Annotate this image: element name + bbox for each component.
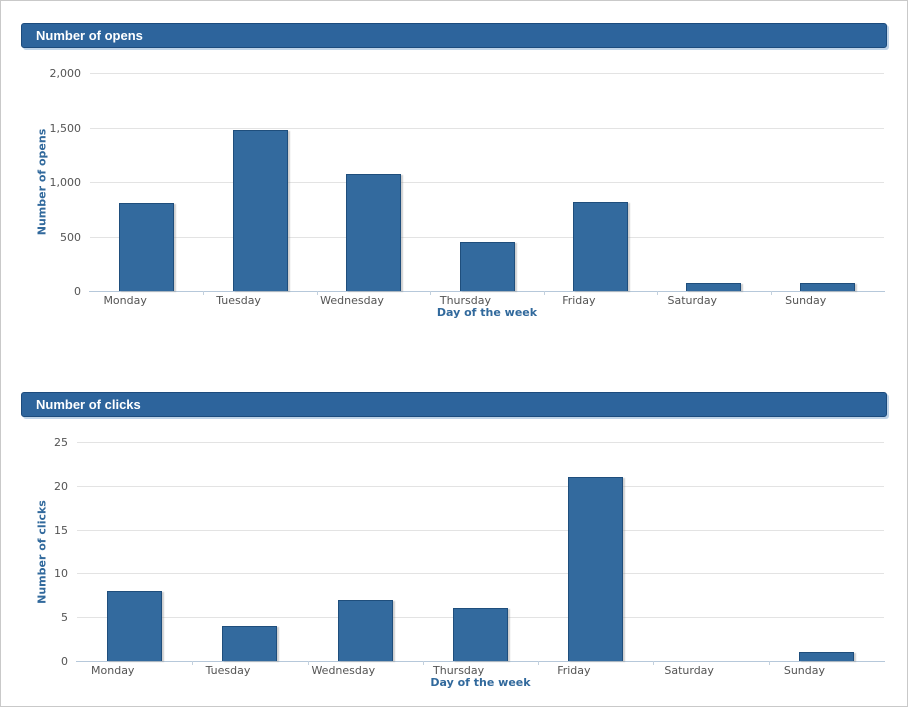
- y-tick-label: 1,500: [49, 121, 82, 135]
- y-tick-label: 20: [54, 479, 68, 493]
- x-axis-tick: [192, 661, 194, 665]
- x-tick-label: Friday: [557, 664, 591, 677]
- bar[interactable]: [337, 599, 393, 661]
- gridline: [90, 236, 884, 238]
- x-axis-tick: [316, 291, 318, 295]
- x-tick-label: Thursday: [433, 664, 485, 677]
- y-axis-title: Number of clicks: [35, 499, 49, 604]
- x-axis-tick: [657, 291, 659, 295]
- opens-panel: Number of opens 0 500 1,000 1,500 2,000 Monda…: [21, 23, 889, 320]
- bar[interactable]: [453, 608, 508, 661]
- x-axis-tick: [307, 661, 309, 665]
- x-axis-tick: [653, 661, 655, 665]
- y-tick-label: 2,000: [49, 67, 82, 80]
- gridline: [77, 442, 884, 443]
- x-axis-title: Day of the week: [430, 676, 531, 689]
- x-tick-label: Friday: [562, 294, 596, 307]
- bar[interactable]: [107, 590, 163, 661]
- clicks-bar-chart: 0 5 10 15 20 25 Monday Tuesday Wednesday Thursday…: [21, 417, 889, 689]
- opens-panel-title: Number of opens: [36, 28, 143, 43]
- bar[interactable]: [232, 129, 288, 291]
- y-tick-label: 25: [54, 436, 68, 449]
- x-axis-line: [89, 291, 885, 292]
- x-axis-tick: [538, 661, 540, 665]
- x-axis-tick: [203, 291, 205, 295]
- gridline: [90, 182, 884, 183]
- y-tick-label: 10: [54, 567, 68, 581]
- x-tick-label: Sunday: [785, 294, 827, 307]
- y-tick-label: 5: [61, 611, 68, 625]
- bar[interactable]: [346, 174, 402, 291]
- x-tick-label: Wednesday: [320, 294, 384, 307]
- gridline: [77, 485, 884, 487]
- x-tick-label: Sunday: [783, 664, 826, 677]
- y-tick-label: 0: [61, 655, 68, 668]
- gridline: [90, 127, 884, 129]
- gridline: [77, 573, 884, 575]
- y-tick-label: 500: [60, 230, 81, 244]
- opens-bar-chart: 0 500 1,000 1,500 2,000 Monday Tuesday Wednesda…: [21, 48, 889, 320]
- x-axis-tick: [430, 291, 432, 295]
- clicks-panel-header: Number of clicks: [21, 392, 887, 417]
- x-axis-tick: [543, 291, 545, 295]
- x-tick-label: Tuesday: [216, 294, 261, 307]
- x-tick-label: Thursday: [439, 294, 492, 307]
- y-axis-title: Number of opens: [35, 128, 49, 236]
- y-tick-label: 15: [54, 523, 68, 537]
- bar[interactable]: [568, 477, 624, 661]
- x-axis-title: Day of the week: [436, 306, 538, 319]
- x-tick-label: Wednesday: [311, 664, 376, 677]
- x-axis-line: [76, 661, 885, 662]
- bar[interactable]: [459, 242, 515, 291]
- x-tick-label: Saturday: [667, 294, 718, 307]
- opens-panel-header: Number of opens: [21, 23, 887, 48]
- gridline: [77, 529, 884, 531]
- x-axis-tick: [422, 661, 424, 665]
- clicks-panel: Number of clicks 0 5 10 15 20 25 Monday Tuesday…: [21, 392, 889, 689]
- x-tick-label: Tuesday: [205, 664, 251, 677]
- bar[interactable]: [119, 202, 175, 291]
- bar[interactable]: [686, 282, 742, 291]
- y-tick-label: 0: [74, 285, 81, 298]
- bar[interactable]: [572, 201, 628, 291]
- x-tick-label: Monday: [91, 664, 135, 677]
- bar[interactable]: [799, 282, 855, 291]
- x-tick-label: Saturday: [664, 664, 714, 677]
- clicks-panel-title: Number of clicks: [36, 397, 141, 412]
- bar[interactable]: [798, 652, 854, 661]
- x-axis-tick: [770, 291, 772, 295]
- bar[interactable]: [222, 625, 278, 661]
- y-tick-label: 1,000: [49, 176, 82, 189]
- x-tick-label: Monday: [103, 294, 147, 307]
- gridline: [90, 73, 884, 74]
- x-axis-tick: [768, 661, 770, 665]
